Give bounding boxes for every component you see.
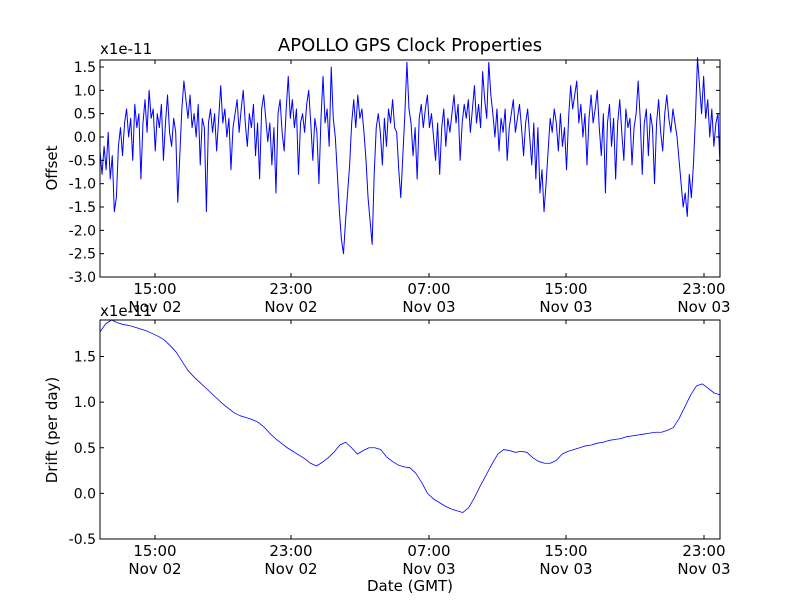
y-tick-label: 1.0: [74, 83, 96, 99]
x-tick-label-time: 23:00: [682, 280, 725, 298]
x-tick-label-date: Nov 02: [128, 560, 181, 578]
x-tick-label-time: 23:00: [269, 542, 312, 560]
drift-series-group: [99, 319, 721, 513]
y-tick-label: -2.5: [69, 247, 96, 263]
offset-y-ticks: -3.0 -2.5 -2.0 -1.5 -1.0 -0.5 0.0 0.5 1.0 1.5: [69, 60, 720, 286]
offset-axes-frame: [99, 59, 721, 278]
x-tick-label-time: 07:00: [407, 280, 450, 298]
drift-axes-frame: [99, 319, 721, 540]
offset-panel: -3.0 -2.5 -2.0 -1.5 -1.0 -0.5 0.0 0.5 1.0 1.5 15:…: [43, 40, 731, 316]
x-tick-label-date: Nov 03: [539, 298, 592, 316]
y-tick-label: -0.5: [69, 153, 96, 169]
y-tick-label: -2.0: [69, 223, 96, 239]
drift-y-axis-label: Drift (per day): [43, 377, 61, 484]
y-tick-label: -0.5: [69, 532, 96, 548]
x-tick-label-date: Nov 02: [264, 560, 317, 578]
y-tick-label: 0.5: [74, 441, 96, 457]
y-tick-label: -1.5: [69, 200, 96, 216]
offset-multiplier-label: x1e-11: [100, 40, 152, 58]
series-line-1-0: [99, 319, 721, 513]
chart-title: APOLLO GPS Clock Properties: [278, 35, 542, 56]
y-tick-label: 1.5: [74, 350, 96, 366]
x-tick-label-time: 15:00: [133, 542, 176, 560]
x-tick-label-date: Nov 03: [539, 560, 592, 578]
drift-x-axis-label: Date (GMT): [367, 577, 453, 595]
x-tick-label-date: Nov 02: [264, 298, 317, 316]
offset-plot-area: [100, 60, 720, 277]
y-tick-label: -3.0: [69, 270, 96, 286]
drift-plot-area: [100, 320, 720, 539]
offset-y-axis-label: Offset: [43, 145, 61, 190]
y-tick-label: 1.5: [74, 60, 96, 76]
offset-series-group: [99, 57, 721, 255]
x-tick-label-date: Nov 02: [128, 298, 181, 316]
y-tick-label: -1.0: [69, 177, 96, 193]
x-tick-label-time: 23:00: [682, 542, 725, 560]
y-tick-label: 0.5: [74, 107, 96, 123]
x-tick-label-date: Nov 03: [402, 560, 455, 578]
x-tick-label-time: 15:00: [544, 280, 587, 298]
x-tick-label-date: Nov 03: [677, 560, 730, 578]
y-tick-label: 0.0: [74, 486, 96, 502]
drift-multiplier-label: x1e-11: [100, 302, 152, 320]
x-tick-label-date: Nov 03: [402, 298, 455, 316]
y-tick-label: 1.0: [74, 395, 96, 411]
series-line-0-0: [99, 57, 721, 255]
x-tick-label-date: Nov 03: [677, 298, 730, 316]
y-tick-label: 0.0: [74, 130, 96, 146]
x-tick-label-time: 15:00: [133, 280, 176, 298]
x-tick-label-time: 07:00: [407, 542, 450, 560]
x-tick-label-time: 23:00: [269, 280, 312, 298]
x-tick-label-time: 15:00: [544, 542, 587, 560]
